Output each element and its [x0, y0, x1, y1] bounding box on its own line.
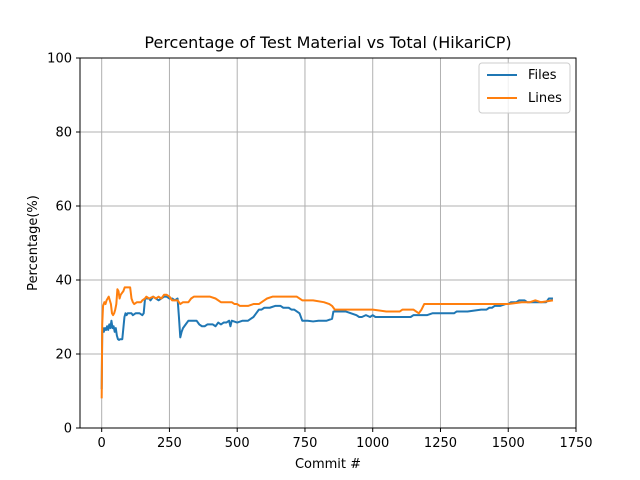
y-axis-label: Percentage(%)	[26, 195, 41, 291]
series-layer	[100, 286, 554, 399]
series-line-files	[100, 295, 553, 390]
plot-area-frame	[79, 57, 577, 429]
x-axis: 0 250 500 750 1000 1250 1500 1750	[98, 428, 593, 451]
y-axis: 0 20 40 60 80 100	[47, 52, 80, 437]
x-axis-label: Commit #	[295, 457, 361, 472]
y-tick-label: 0	[64, 422, 72, 437]
x-tick-label: 250	[157, 436, 182, 451]
legend-label-files: Files	[528, 68, 557, 83]
legend: Files Lines	[478, 62, 571, 114]
x-tick-label: 1250	[424, 436, 457, 451]
chart-title: Percentage of Test Material vs Total (Hi…	[144, 33, 511, 52]
x-tick-label: 0	[98, 436, 106, 451]
y-tick-label: 60	[55, 200, 72, 215]
x-tick-label: 500	[225, 436, 250, 451]
y-tick-label: 20	[55, 348, 72, 363]
y-tick-label: 80	[55, 126, 72, 141]
legend-label-lines: Lines	[528, 91, 562, 106]
x-tick-label: 1500	[492, 436, 525, 451]
y-tick-label: 40	[55, 274, 72, 289]
y-tick-label: 100	[47, 52, 72, 67]
x-tick-label: 1000	[356, 436, 389, 451]
x-tick-label: 1750	[559, 436, 592, 451]
series-line-lines	[100, 286, 554, 399]
x-tick-label: 750	[293, 436, 318, 451]
